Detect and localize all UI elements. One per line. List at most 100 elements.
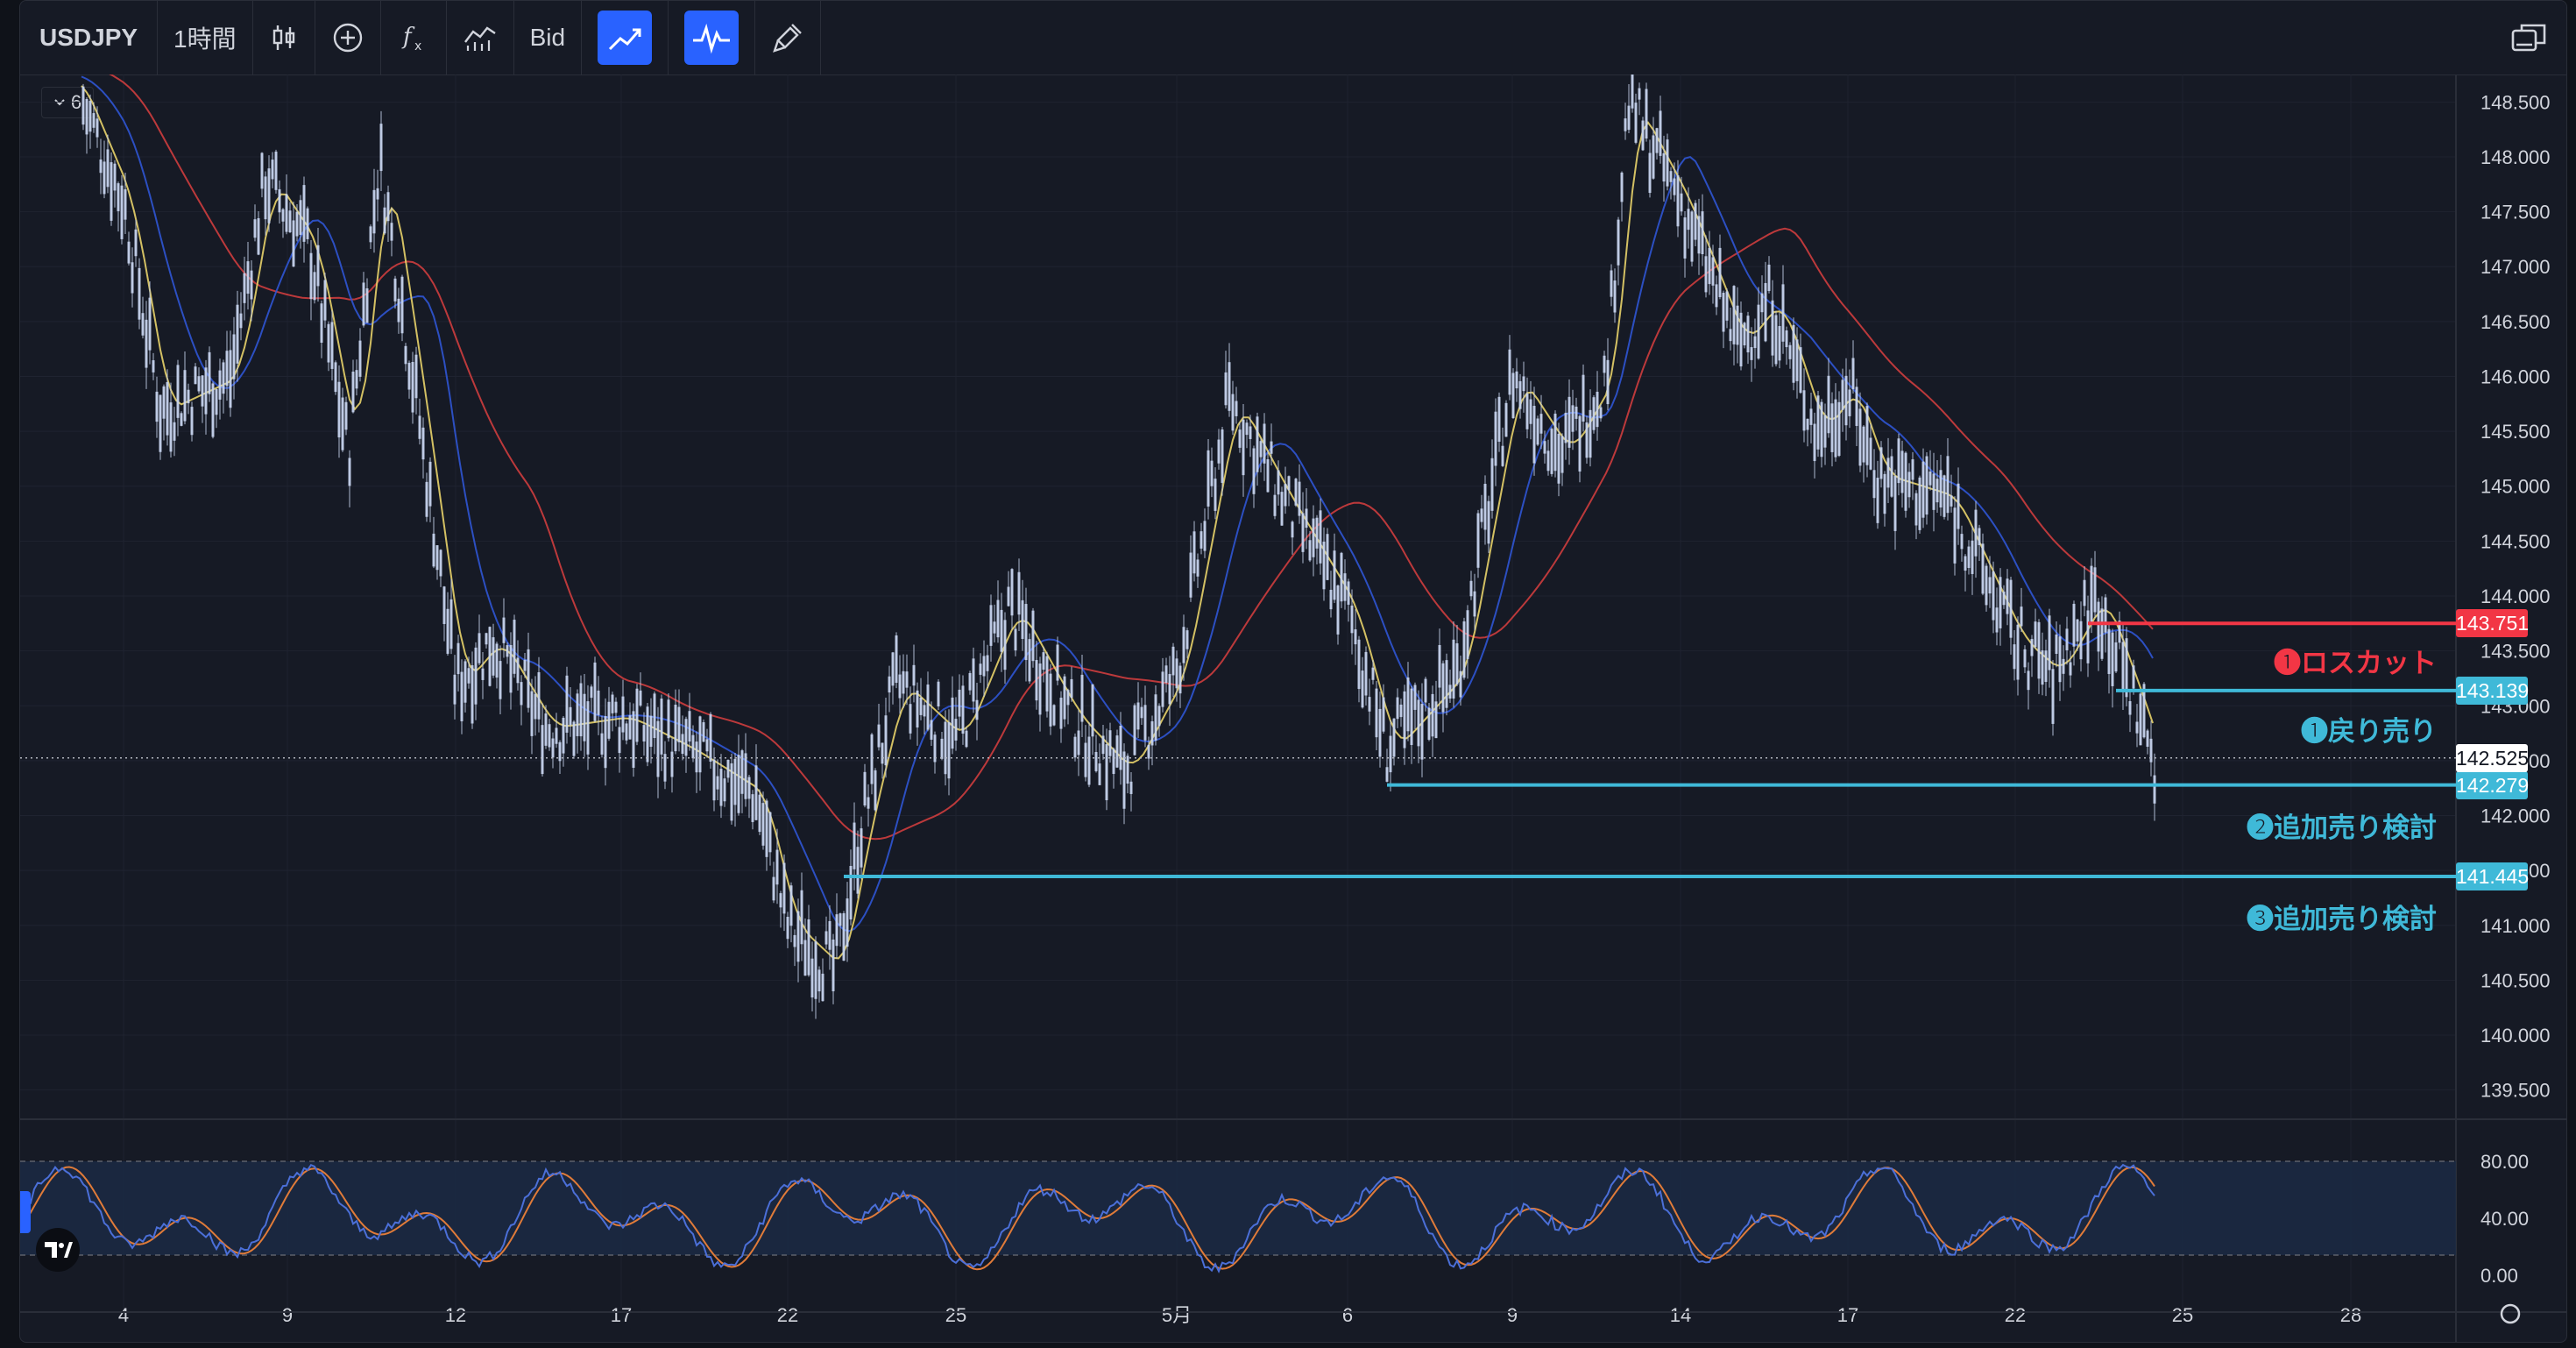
candle-body (428, 461, 432, 507)
candle-body (895, 635, 898, 684)
candle-body (2142, 684, 2146, 738)
candle-body (1231, 394, 1235, 431)
candle-body (1757, 304, 1760, 359)
current-price-tag: 142.525 (2456, 743, 2529, 772)
ma-fast-line (81, 85, 2154, 960)
indicators-icon[interactable] (447, 1, 514, 74)
candle-body (453, 674, 456, 705)
candle-body (309, 252, 313, 300)
layout-icon[interactable] (2505, 13, 2554, 62)
candle-body (281, 209, 285, 222)
candle-body (916, 690, 919, 728)
candle-body (660, 699, 663, 755)
candle-body (779, 893, 782, 908)
candle-body (330, 322, 334, 369)
candle-body (145, 319, 148, 368)
brush-icon[interactable] (755, 1, 822, 74)
candle-body (789, 885, 793, 926)
candle-body (173, 422, 176, 441)
ma-slow-line (109, 74, 2154, 841)
candle-body (877, 724, 881, 748)
candle-body (1312, 518, 1315, 557)
candle-body (103, 161, 106, 195)
candle-body (1161, 671, 1164, 707)
candle-body (1035, 660, 1038, 701)
tradingview-logo (36, 1228, 80, 1272)
candle-body (1185, 630, 1189, 649)
candle-body (2090, 565, 2093, 622)
price-chart[interactable]: 148.500 148.000 147.500 147.000 146.500 146.0… (20, 74, 2566, 1342)
candle-body (1560, 436, 1564, 473)
candle-body (569, 706, 572, 726)
candle-body (1210, 460, 1214, 486)
candle-body (148, 297, 152, 351)
interval-button[interactable]: 1時間 (158, 1, 253, 74)
price-type-button[interactable]: Bid (514, 1, 583, 74)
candle-body (1021, 600, 1024, 639)
candle-body (513, 620, 516, 674)
candle-body (1228, 362, 1231, 411)
candle-body (1985, 565, 1988, 606)
candle-body (2037, 621, 2041, 679)
candle-body (1739, 312, 1743, 367)
candle-body (1077, 730, 1080, 756)
candle-body (846, 898, 849, 947)
candle-body (127, 241, 131, 264)
candle-body (1928, 471, 1932, 486)
candle-body (874, 770, 877, 811)
candle-body (344, 401, 348, 430)
candle-body (239, 313, 243, 329)
candle-body (365, 287, 369, 323)
candle-body (1063, 676, 1066, 720)
pane-resize-handle[interactable] (20, 1191, 31, 1233)
candle-body (1799, 347, 1802, 394)
candle-body (1256, 416, 1259, 472)
candle-body (379, 124, 383, 172)
candle-body (758, 794, 761, 833)
candle-body (1950, 495, 1953, 507)
candle-body (1108, 730, 1112, 756)
candle-body (548, 724, 551, 748)
candle-body (271, 160, 274, 180)
candle-body (1711, 257, 1715, 286)
candle-body (506, 645, 509, 657)
candle-body (1028, 639, 1031, 682)
candle-body (1676, 175, 1680, 227)
candle-body (527, 649, 530, 708)
level-label: ❶戻り売り (2301, 716, 2437, 747)
candles-icon[interactable] (253, 1, 315, 74)
candle-body (2065, 628, 2069, 650)
candle-body (355, 370, 358, 389)
settings-gear-icon[interactable] (2500, 1303, 2521, 1324)
price-axis-label: 143.500 (2480, 641, 2551, 663)
candle-body (646, 706, 649, 763)
candle-body (1750, 347, 1753, 360)
candle-body (1701, 211, 1704, 254)
candle-body (989, 605, 993, 646)
candle-body (853, 822, 856, 869)
candle-body (1641, 120, 1645, 151)
add-indicator-icon[interactable] (315, 1, 381, 74)
candle-body (1876, 478, 1879, 523)
price-line-icon[interactable] (582, 1, 669, 74)
candle-body (432, 533, 435, 567)
candle-body (1319, 510, 1322, 564)
candle-body (411, 361, 414, 413)
candle-body (1497, 396, 1501, 442)
candle-body (586, 701, 590, 755)
candle-body (2100, 608, 2104, 659)
candle-body (1438, 644, 1441, 688)
candle-body (264, 176, 267, 220)
candle-body (555, 727, 558, 744)
level-price-tag: 141.445 (2456, 862, 2529, 891)
oscillator-icon[interactable] (669, 1, 756, 74)
symbol-button[interactable]: USDJPY (20, 1, 159, 74)
candle-body (541, 725, 544, 775)
candle-body (267, 168, 271, 223)
candle-body (1971, 540, 1974, 574)
candle-body (1687, 209, 1690, 231)
candle-body (593, 662, 597, 721)
price-axis-label: 148.000 (2480, 146, 2551, 168)
candle-body (208, 351, 211, 394)
